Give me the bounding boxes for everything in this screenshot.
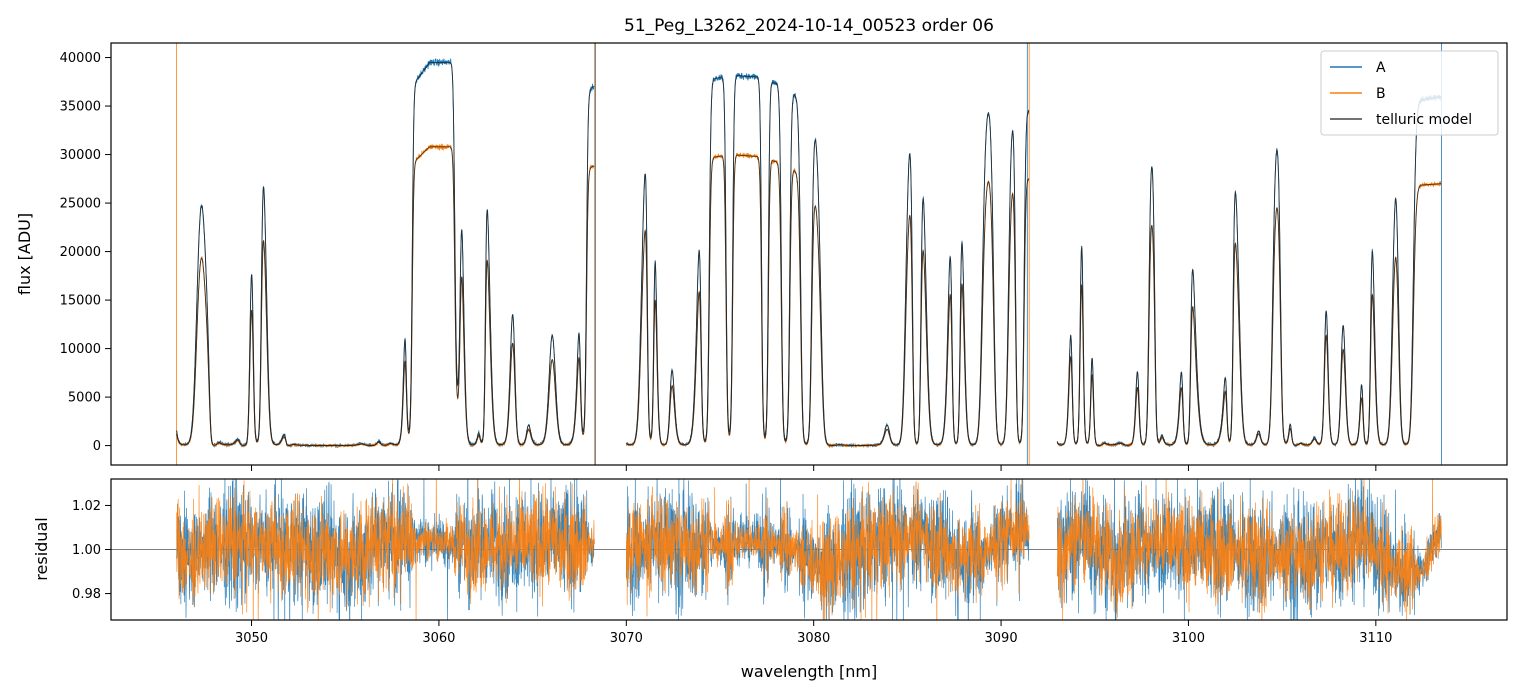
bottom-x-tick-label: 3100: [1172, 631, 1205, 646]
bottom-y-tick-label: 0.98: [72, 587, 101, 602]
residual-b-line: [1056, 479, 1442, 620]
top-y-axis-label: flux [ADU]: [15, 213, 34, 295]
legend-label-b: B: [1376, 86, 1386, 102]
legend: A B telluric model: [1320, 50, 1499, 136]
bottom-x-tick-label: 3070: [610, 631, 643, 646]
bottom-y-ticks: 0.98 1.00 1.02: [72, 499, 111, 602]
legend-label-a: A: [1376, 60, 1386, 76]
x-axis-label: wavelength [nm]: [741, 662, 878, 681]
residual-b-line: [176, 479, 595, 620]
legend-label-model: telluric model: [1376, 112, 1472, 128]
bottom-data-layer: [111, 479, 1507, 620]
bottom-x-tick-label: 3080: [797, 631, 830, 646]
top-plot-area: [111, 43, 1507, 465]
bottom-x-tick-label: 3060: [422, 631, 455, 646]
top-y-tick-label: 30000: [60, 148, 101, 163]
top-y-tick-label: 40000: [60, 51, 101, 66]
bottom-x-tick-label: 3050: [235, 631, 268, 646]
top-y-tick-label: 15000: [60, 294, 101, 309]
bottom-y-tick-label: 1.00: [72, 543, 101, 558]
top-plot-frame: [110, 42, 1508, 466]
residual-b-line: [625, 479, 1030, 620]
telluric-model-line: [625, 154, 1030, 446]
top-y-ticks: 0 5000 10000 15000 20000 25000 30000 35000 40000: [60, 51, 111, 454]
telluric-model-line: [176, 146, 595, 447]
top-x-ticks: [251, 465, 1377, 471]
telluric-model-line: [1056, 183, 1442, 446]
bottom-x-tick-label: 3110: [1359, 631, 1392, 646]
bottom-x-ticks: 3050 3060 3070 3080 3090 3100 3110: [235, 620, 1392, 646]
top-y-tick-label: 10000: [60, 342, 101, 357]
top-y-tick-label: 25000: [60, 197, 101, 212]
legend-box: [1320, 50, 1499, 136]
bottom-y-axis-label: residual: [32, 517, 51, 580]
top-y-tick-label: 5000: [68, 391, 101, 406]
top-y-tick-label: 0: [93, 439, 101, 454]
residual-a-line: [1056, 479, 1442, 620]
chart-title: 51_Peg_L3262_2024-10-14_00523 order 06: [624, 16, 994, 36]
bottom-x-tick-label: 3090: [985, 631, 1018, 646]
top-y-tick-label: 35000: [60, 100, 101, 115]
top-y-tick-label: 20000: [60, 245, 101, 260]
bottom-y-tick-label: 1.02: [72, 499, 101, 514]
